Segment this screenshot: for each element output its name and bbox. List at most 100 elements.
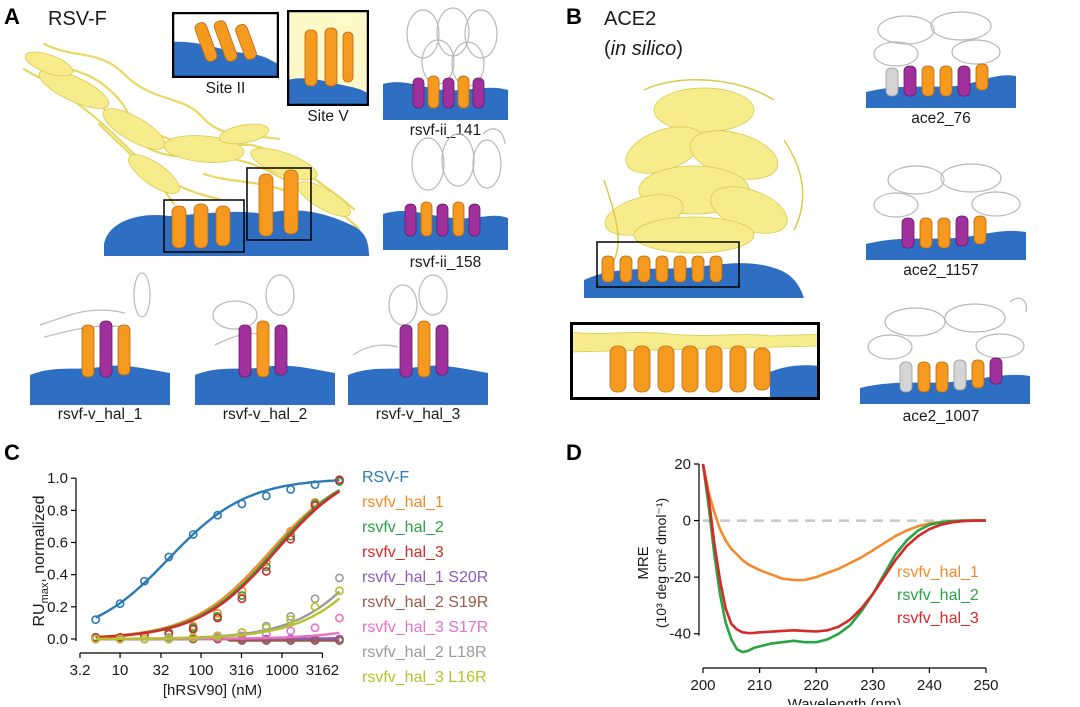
design-label-ace2-1007: ace2_1007 (902, 408, 980, 425)
legend-rsv-f: RSV-F (362, 469, 410, 486)
point-rsvfv-hal-3-l16r (140, 634, 149, 644)
x-tick-label: 230 (860, 677, 885, 694)
point-rsvfv-hal-2-l18r (335, 573, 344, 583)
design-label-rsvf-v-hal-3: rsvf-v_hal_3 (375, 406, 461, 423)
rsvf-v-hal-1-structure (30, 272, 170, 405)
point-rsvfv-hal-3 (213, 613, 222, 623)
legend-rsvfv-hal-2: rsvfv_hal_2 (362, 519, 444, 536)
rsvf-ii-158-structure (383, 128, 508, 250)
point-rsv-f (140, 576, 149, 586)
legend-rsvfv-hal-1: rsvfv_hal_1 (897, 564, 979, 581)
curve-rsv-f (95, 479, 340, 619)
point-rsvfv-hal-3-l16r (91, 634, 101, 644)
rsvf-title: RSV-F (48, 8, 107, 30)
y-tick-label: 0.2 (47, 599, 68, 616)
point-rsvfv-hal-3-l16r (310, 602, 320, 612)
point-rsvfv-hal-3 (310, 501, 320, 510)
ace2-zoom-inset (570, 322, 820, 400)
y-tick-label: 1.0 (47, 470, 68, 487)
point-rsvfv-hal-3-s17r (286, 626, 296, 636)
legend-rsvfv-hal-2-s19r: rsvfv_hal_2 S19R (362, 594, 489, 611)
rsvf-ii-141-structure (383, 7, 508, 120)
point-rsvfv-hal-3-l16r (286, 615, 296, 625)
site-ii-inset (172, 12, 279, 78)
x-tick-label: 3.2 (70, 662, 91, 679)
y-tick-label: 0.0 (47, 631, 68, 648)
legend-rsvfv-hal-1-s20r: rsvfv_hal_1 S20R (362, 569, 489, 586)
x-axis-label: Wavelength (nm) (788, 696, 902, 705)
point-rsvfv-hal-3-l16r (213, 631, 222, 641)
curve-rsvfv-hal-3 (95, 490, 341, 639)
point-rsvfv-hal-3-l16r (188, 632, 198, 642)
ace2-subtitle-italic: in silico (610, 38, 677, 60)
design-label-rsvf-v-hal-1: rsvf-v_hal_1 (57, 406, 143, 423)
design-label-rsvf-v-hal-2: rsvf-v_hal_2 (222, 406, 308, 423)
x-axis-label: [hRSV90] (nM) (163, 682, 262, 699)
ace2-title: ACE2 (604, 8, 657, 30)
design-label-rsvf-ii-158: rsvf-ii_158 (409, 254, 482, 271)
x-tick-label: 220 (804, 677, 829, 694)
curve-rsvfv-hal-3-l16r (95, 597, 341, 641)
ace2-subtitle-open: ( (604, 38, 611, 60)
point-rsvfv-hal-1 (213, 608, 222, 618)
point-rsv-f (261, 491, 271, 501)
point-rsv-f (115, 599, 125, 608)
y-tick-label: 0 (683, 513, 691, 530)
panel-letter-c: C (4, 440, 20, 465)
y-tick-label: 0.8 (47, 502, 68, 519)
y-tick-label: -40 (669, 626, 691, 643)
point-rsvfv-hal-3-l16r (237, 628, 247, 637)
point-rsv-f (188, 530, 198, 539)
design-label-ace2-76: ace2_76 (911, 110, 971, 127)
point-rsvfv-hal-3-l16r (164, 634, 174, 644)
x-tick-label: 3162 (306, 662, 339, 679)
site-v-label: Site V (307, 108, 349, 125)
point-rsv-f (164, 552, 174, 562)
spectrum-rsvfv-hal-1 (701, 463, 986, 582)
x-tick-label: 210 (747, 677, 772, 694)
point-rsvfv-hal-3-s17r (335, 613, 344, 623)
panel-letter-a: A (4, 4, 20, 29)
rsvf-v-hal-2-structure (195, 274, 335, 405)
panel-letter-d: D (566, 440, 582, 465)
rsvf-v-hal-3-structure (348, 274, 488, 405)
point-rsvfv-hal-2 (286, 531, 296, 541)
y-axis-label-units: (10³ deg cm² dmol⁻¹) (653, 498, 669, 628)
design-label-ace2-1157: ace2_1157 (903, 262, 979, 279)
y-axis-label: RUmax, normalized (31, 495, 51, 626)
x-tick-label: 32 (153, 662, 170, 679)
legend-rsvfv-hal-3: rsvfv_hal_3 (362, 544, 444, 561)
point-rsv-f (310, 480, 320, 490)
legend-rsvfv-hal-2-l18r: rsvfv_hal_2 L18R (362, 644, 487, 661)
point-rsvfv-hal-3 (261, 567, 271, 576)
legend-rsvfv-hal-1: rsvfv_hal_1 (362, 494, 444, 511)
site-v-inset (287, 10, 369, 106)
y-tick-label: -20 (669, 569, 691, 586)
point-rsvfv-hal-3 (237, 594, 247, 604)
ace2-subtitle: (in silico) (604, 38, 683, 61)
y-axis-label-mre: MRE (635, 546, 652, 579)
point-rsvfv-hal-2-s19r (237, 636, 247, 645)
y-tick-label: 0.4 (47, 567, 68, 584)
point-rsvfv-hal-2-l18r (310, 594, 320, 604)
spectrum-rsvfv-hal-2 (701, 463, 986, 654)
x-tick-label: 240 (917, 677, 942, 694)
x-tick-label: 100 (189, 662, 214, 679)
x-tick-label: 250 (973, 677, 998, 694)
legend-rsvfv-hal-3-l16r: rsvfv_hal_3 L16R (362, 669, 487, 686)
point-rsvfv-hal-2 (237, 591, 247, 600)
point-rsv-f (213, 510, 222, 520)
ace2-76-structure (866, 11, 1016, 108)
ace2-1157-structure (866, 163, 1026, 260)
point-rsvfv-hal-3 (335, 475, 344, 485)
point-rsv-f (91, 615, 101, 625)
rsvf-complex-structure (22, 42, 369, 256)
x-tick-label: 200 (690, 677, 715, 694)
binding-curves-chart: 0.0 0.2 0.4 0.6 0.8 1.0 3.2 10 32 100 316 1000 3162 [… (31, 470, 344, 699)
ace2-1007-structure (860, 297, 1030, 404)
y-tick-label: 0.6 (47, 535, 68, 552)
x-tick-label: 1000 (265, 662, 298, 679)
point-rsvfv-hal-3-l16r (335, 586, 344, 596)
legend-rsvfv-hal-3: rsvfv_hal_3 (897, 610, 979, 627)
